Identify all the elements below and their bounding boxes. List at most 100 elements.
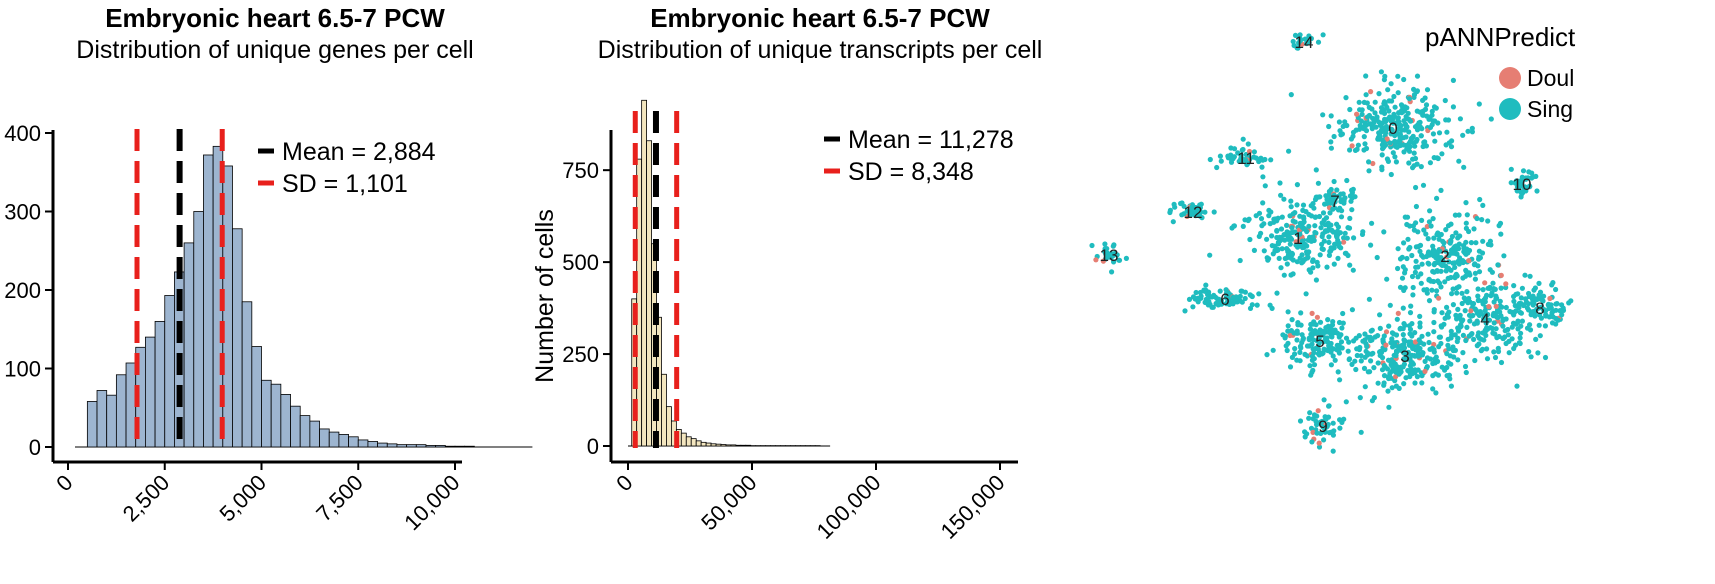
singlet-point (1395, 73, 1401, 79)
singlet-point (1249, 293, 1255, 299)
singlet-point (1476, 330, 1482, 336)
singlet-point (1314, 430, 1320, 436)
singlet-point (1384, 276, 1390, 282)
singlet-point (1448, 361, 1454, 367)
singlet-point (1116, 257, 1123, 263)
singlet-point (1192, 205, 1198, 211)
singlet-point (1285, 309, 1291, 315)
singlet-point (1290, 271, 1296, 277)
singlet-point (1520, 168, 1527, 174)
singlet-point (1304, 40, 1310, 47)
doublet-point (1486, 304, 1492, 310)
singlet-point (1523, 185, 1529, 191)
singlet-point (1336, 342, 1342, 348)
singlet-point (1261, 248, 1267, 254)
singlet-point (1469, 331, 1475, 337)
singlet-point (1241, 157, 1247, 163)
singlet-point (1347, 262, 1353, 268)
doublet-point (1383, 342, 1389, 348)
singlet-point (1419, 217, 1425, 223)
singlet-point (1302, 36, 1308, 42)
singlet-point (1310, 416, 1316, 422)
singlet-point (1463, 337, 1469, 344)
singlet-point (1343, 399, 1349, 405)
singlet-point (1379, 355, 1386, 361)
singlet-point (1476, 269, 1483, 275)
singlet-point (1500, 323, 1506, 329)
histogram-bar (299, 415, 311, 448)
singlet-point (1413, 220, 1419, 226)
doublet-point (1354, 111, 1360, 117)
singlet-point (1405, 143, 1411, 149)
cluster-label: 5 (1315, 332, 1324, 351)
singlet-point (1526, 294, 1532, 300)
singlet-point (1450, 302, 1456, 308)
singlet-point (1352, 194, 1358, 200)
singlet-point (1361, 99, 1367, 105)
singlet-point (1349, 307, 1355, 313)
singlet-point (1448, 383, 1454, 389)
singlet-point (1369, 220, 1375, 226)
singlet-point (1235, 150, 1241, 156)
singlet-point (1366, 159, 1372, 165)
singlet-point (1426, 298, 1433, 304)
singlet-point (1311, 362, 1318, 368)
singlet-point (1472, 261, 1478, 267)
singlet-point (1324, 423, 1330, 430)
singlet-point (1302, 351, 1308, 357)
singlet-point (1362, 354, 1368, 360)
histogram-bar (666, 406, 672, 447)
singlet-point (1385, 87, 1391, 93)
singlet-point (1312, 223, 1318, 229)
cluster-label: 4 (1480, 310, 1489, 329)
doublet-point (1412, 339, 1418, 345)
singlet-point (1431, 278, 1437, 285)
singlet-point (1426, 276, 1432, 282)
cluster-label: 13 (1100, 246, 1119, 265)
histogram-bar (154, 320, 166, 448)
singlet-point (1381, 333, 1387, 339)
singlet-point (1341, 416, 1347, 422)
singlet-point (1430, 373, 1436, 379)
singlet-point (1424, 287, 1430, 293)
singlet-point (1324, 335, 1330, 341)
singlet-point (1433, 390, 1439, 396)
singlet-point (1473, 307, 1479, 313)
x-tick-label: 2,500 (118, 470, 175, 527)
singlet-point (1302, 434, 1308, 440)
singlet-point (1326, 234, 1332, 240)
doublet-point (1395, 310, 1401, 316)
singlet-point (1358, 353, 1364, 359)
singlet-point (1431, 319, 1437, 326)
singlet-point (1484, 356, 1491, 362)
singlet-point (1450, 347, 1456, 354)
singlet-point (1364, 343, 1370, 350)
singlet-point (1474, 319, 1480, 325)
singlet-point (1330, 420, 1336, 426)
histogram-bar (695, 440, 702, 447)
histogram-bar (203, 154, 214, 448)
scatter-legend-key (1499, 98, 1521, 120)
singlet-point (1411, 86, 1417, 92)
singlet-point (1294, 182, 1300, 188)
singlet-point (1390, 116, 1396, 122)
singlet-point (1297, 349, 1303, 355)
singlet-point (1431, 235, 1437, 241)
singlet-point (1419, 333, 1425, 339)
singlet-point (1401, 350, 1407, 356)
doublet-point (1093, 257, 1099, 263)
singlet-point (1381, 229, 1387, 235)
singlet-point (1410, 292, 1416, 298)
singlet-point (1318, 330, 1324, 336)
singlet-point (1214, 164, 1220, 171)
singlet-point (1350, 129, 1357, 135)
singlet-point (1492, 354, 1499, 361)
singlet-point (1198, 295, 1204, 301)
singlet-point (1202, 209, 1208, 215)
singlet-point (1354, 346, 1360, 352)
singlet-point (1332, 195, 1338, 201)
chart1-title-block: Embryonic heart 6.5-7 PCW Distribution o… (30, 2, 520, 66)
singlet-point (1316, 213, 1323, 220)
singlet-point (1482, 327, 1488, 333)
singlet-point (1393, 369, 1399, 375)
